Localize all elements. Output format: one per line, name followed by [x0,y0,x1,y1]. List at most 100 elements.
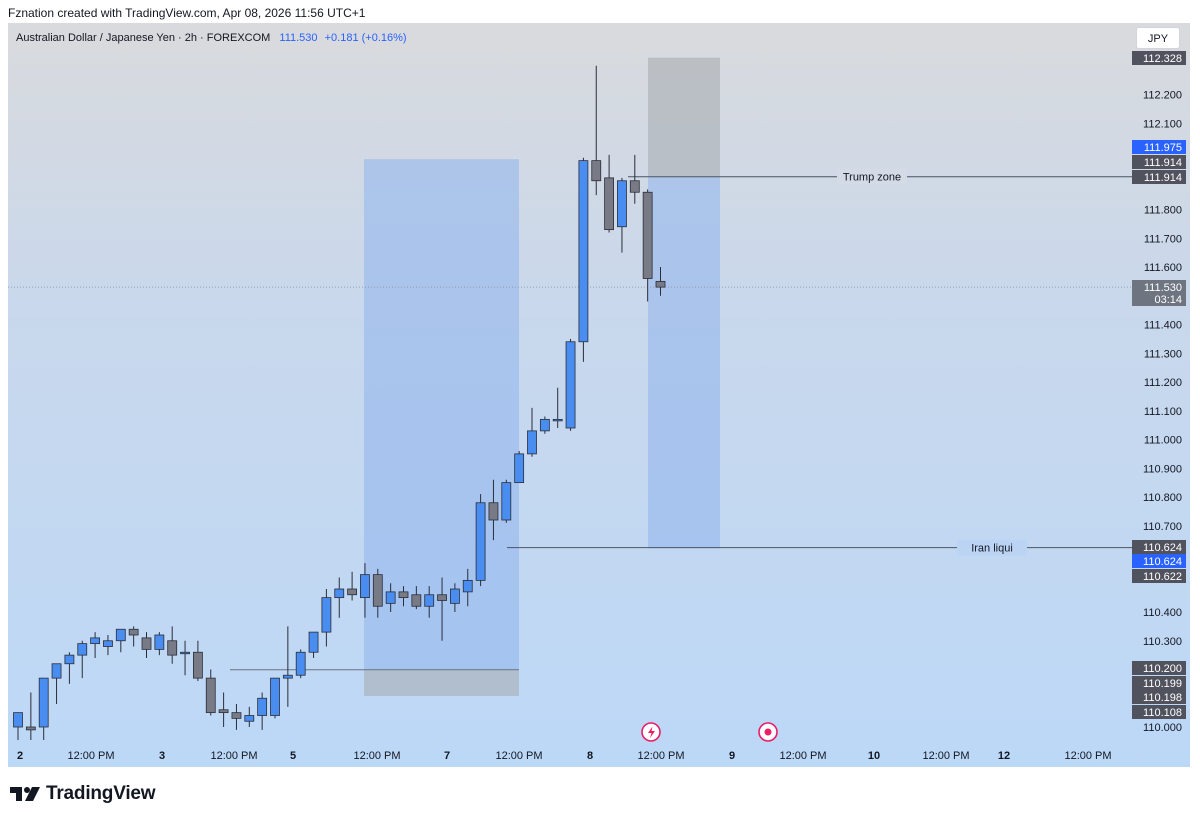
x-tick-label: 2 [17,750,23,762]
candle-up[interactable] [527,407,537,457]
x-tick-label: 7 [444,750,450,762]
candle-up[interactable] [115,628,126,653]
candle-down[interactable] [25,692,36,741]
candle-up[interactable] [51,663,62,704]
candle-down[interactable] [642,189,653,302]
candle-down[interactable] [655,267,666,296]
price-label: 112.328 [1132,51,1186,65]
zone-gray[interactable] [364,670,519,696]
candle-up[interactable] [77,640,88,679]
candle-down[interactable] [141,632,152,658]
candle-up[interactable] [449,583,460,612]
svg-text:110.198: 110.198 [1143,692,1182,704]
candle-up[interactable] [38,677,49,740]
candle-down[interactable] [372,568,383,618]
candle-up[interactable] [424,586,435,618]
candle-up[interactable] [475,494,486,587]
candle-down[interactable] [192,640,203,681]
annotation-line[interactable]: Trump zone [628,168,1132,185]
x-tick-label: 5 [290,750,296,762]
y-tick-label: 111.200 [1144,377,1182,389]
price-label: 110.200 [1132,661,1186,675]
countdown-label: 03:14 [1154,294,1182,306]
x-tick-label: 12:00 PM [495,750,542,762]
candle-down[interactable] [231,704,242,730]
candle-up[interactable] [295,649,306,679]
candle-up[interactable] [321,589,332,647]
candle-up[interactable] [565,338,576,431]
symbol-legend[interactable]: Australian Dollar / Japanese Yen · 2h · … [16,32,407,44]
x-tick-label: 8 [587,750,593,762]
candle-down[interactable] [347,571,358,601]
y-tick-label: 111.400 [1144,320,1182,332]
candle-up[interactable] [244,706,255,727]
candle-up[interactable] [360,563,370,618]
candle-down[interactable] [411,586,422,610]
price-label: 110.198 [1132,690,1186,704]
time-axis[interactable]: 2 12:00 PM 3 12:00 PM 5 12:00 PM 7 12:00 PM 8 12:… [17,750,1112,762]
candle-up[interactable] [501,479,512,523]
candle-up[interactable] [180,640,190,676]
candle-down[interactable] [629,154,640,204]
tradingview-logo: TradingView [10,783,156,805]
zone-blue[interactable] [364,159,519,670]
svg-text:110.622: 110.622 [1143,571,1182,583]
economic-event-icon[interactable] [758,722,778,742]
annotation-line[interactable]: Iran liqui [507,539,1132,556]
currency-button[interactable]: JPY [1136,27,1180,49]
y-tick-label: 111.800 [1144,205,1182,217]
y-tick-label: 112.100 [1143,118,1182,130]
candle-up[interactable] [282,626,293,707]
y-tick-label: 110.300 [1143,636,1182,648]
candle-up[interactable] [308,631,319,658]
candle-up[interactable] [90,632,100,658]
candle-up[interactable] [552,387,563,428]
price-axis[interactable]: 110.000 110.300 110.400 110.700 110.800 110.9… [1132,51,1186,734]
candle-up[interactable] [103,635,113,656]
y-tick-label: 110.700 [1143,521,1182,533]
candle-up[interactable] [617,177,627,253]
price-label: 110.108 [1132,705,1186,719]
candle-up[interactable] [257,692,268,730]
candle-up[interactable] [13,712,23,740]
price-label: 110.622 [1132,569,1186,583]
zone-blue[interactable] [648,176,720,549]
candle-up[interactable] [154,632,165,656]
price-change: +0.181 (+0.16%) [324,32,407,44]
x-tick-label: 12:00 PM [353,750,400,762]
candle-up[interactable] [539,416,550,434]
y-tick-label: 112.200 [1143,90,1182,102]
candle-up[interactable] [270,677,280,719]
candle-down[interactable] [437,577,447,641]
svg-text:110.624: 110.624 [1143,556,1182,568]
candle-down[interactable] [167,626,178,664]
candle-down[interactable] [591,65,602,196]
candle-down[interactable] [128,626,139,647]
price-label: 110.624 [1132,540,1186,554]
x-tick-label: 12:00 PM [779,750,826,762]
x-tick-label: 9 [729,750,735,762]
svg-text:110.200: 110.200 [1143,663,1182,675]
lines-layer: Trump zone Iran liqui [8,168,1132,671]
x-tick-label: 10 [868,750,880,762]
candle-up[interactable] [514,451,525,484]
candle-down[interactable] [398,586,409,607]
svg-text:110.624: 110.624 [1143,542,1182,554]
candle-down[interactable] [205,669,216,716]
candle-up[interactable] [462,568,473,607]
svg-text:111.975: 111.975 [1144,142,1182,154]
tradingview-logo-icon [10,787,40,801]
candle-down[interactable] [488,479,499,541]
candle-up[interactable] [334,577,345,618]
svg-text:111.914: 111.914 [1144,172,1182,184]
candle-down[interactable] [604,154,614,233]
tradingview-wordmark: TradingView [46,783,156,804]
candle-up[interactable] [578,157,589,362]
lightning-event-icon[interactable] [641,722,661,742]
x-tick-label: 12:00 PM [1064,750,1111,762]
candle-up[interactable] [385,583,396,612]
zone-gray[interactable] [648,57,720,177]
chart-pane[interactable]: Australian Dollar / Japanese Yen · 2h · … [8,23,1190,767]
candle-up[interactable] [64,652,75,684]
candle-down[interactable] [218,692,229,728]
